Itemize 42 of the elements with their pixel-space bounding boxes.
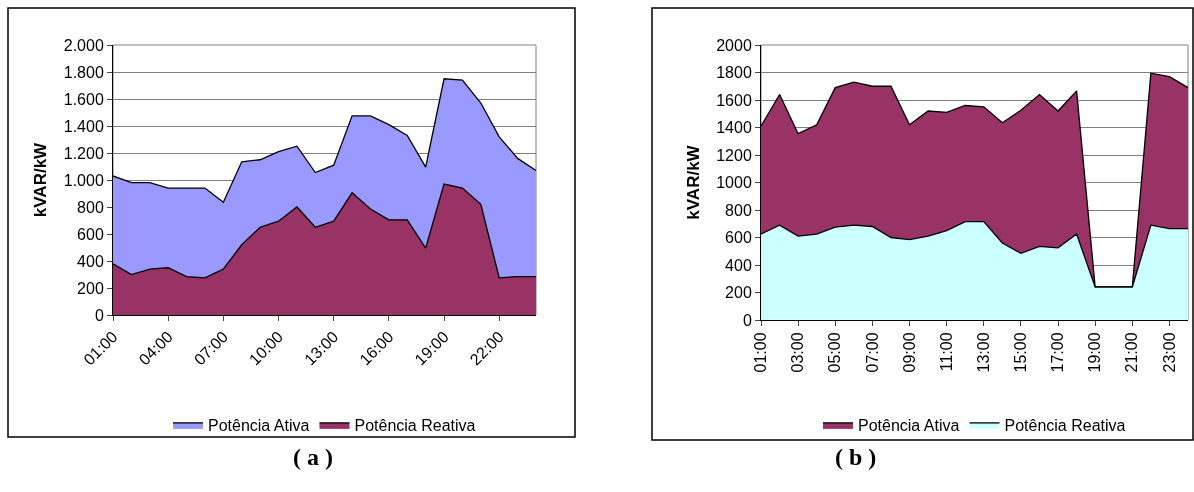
x-tick-label: 21:00 — [1123, 332, 1141, 373]
x-tick-label: 09:00 — [900, 332, 918, 373]
x-tick-label: 19:00 — [1086, 332, 1104, 373]
y-tick-label: 2.000 — [63, 36, 104, 54]
y-tick-label: 1800 — [716, 64, 752, 82]
y-tick-label: 600 — [725, 229, 752, 247]
x-tick-label: 11:00 — [937, 332, 955, 372]
x-tick-label: 01:00 — [752, 332, 770, 373]
y-tick-label: 2000 — [716, 36, 752, 54]
x-tick-label: 05:00 — [826, 332, 844, 373]
y-tick-label: 1.600 — [63, 90, 104, 108]
y-tick-label: 400 — [725, 256, 752, 274]
y-tick-label: 400 — [77, 252, 104, 270]
y-tick-label: 0 — [742, 311, 752, 329]
y-tick-label: 1000 — [716, 174, 752, 192]
x-tick-label: 07:00 — [863, 332, 881, 373]
legend-label: Potência Ativa — [858, 417, 960, 435]
y-axis-title: kVAR/kW — [31, 141, 51, 218]
x-tick-label: 13:00 — [974, 332, 992, 373]
y-tick-label: 1.000 — [63, 171, 104, 189]
x-tick-label: 15:00 — [1012, 332, 1030, 373]
y-tick-label: 0 — [94, 306, 104, 324]
text: ( b ) — [835, 444, 877, 470]
y-tick-label: 1.400 — [63, 117, 104, 135]
legend-label: Potência Reativa — [1004, 417, 1126, 435]
y-tick-label: 1400 — [716, 119, 752, 137]
legend-label: Potência Ativa — [208, 417, 310, 435]
y-tick-label: 800 — [77, 198, 104, 216]
x-tick-label: 17:00 — [1049, 332, 1067, 373]
y-tick-label: 1600 — [716, 91, 752, 109]
y-tick-label: 600 — [77, 225, 104, 243]
legend-label: Potência Reativa — [354, 417, 476, 435]
y-tick-label: 1.800 — [63, 63, 104, 81]
text: ( a ) — [293, 444, 333, 470]
x-tick-label: 23:00 — [1160, 332, 1178, 373]
y-axis-title: kVAR/kW — [683, 144, 703, 220]
x-tick-label: 03:00 — [789, 332, 807, 373]
y-tick-label: 800 — [725, 201, 752, 219]
y-tick-label: 200 — [725, 284, 752, 302]
y-tick-label: 1200 — [716, 146, 752, 164]
y-tick-label: 1.200 — [63, 144, 104, 162]
y-tick-label: 200 — [77, 279, 104, 297]
